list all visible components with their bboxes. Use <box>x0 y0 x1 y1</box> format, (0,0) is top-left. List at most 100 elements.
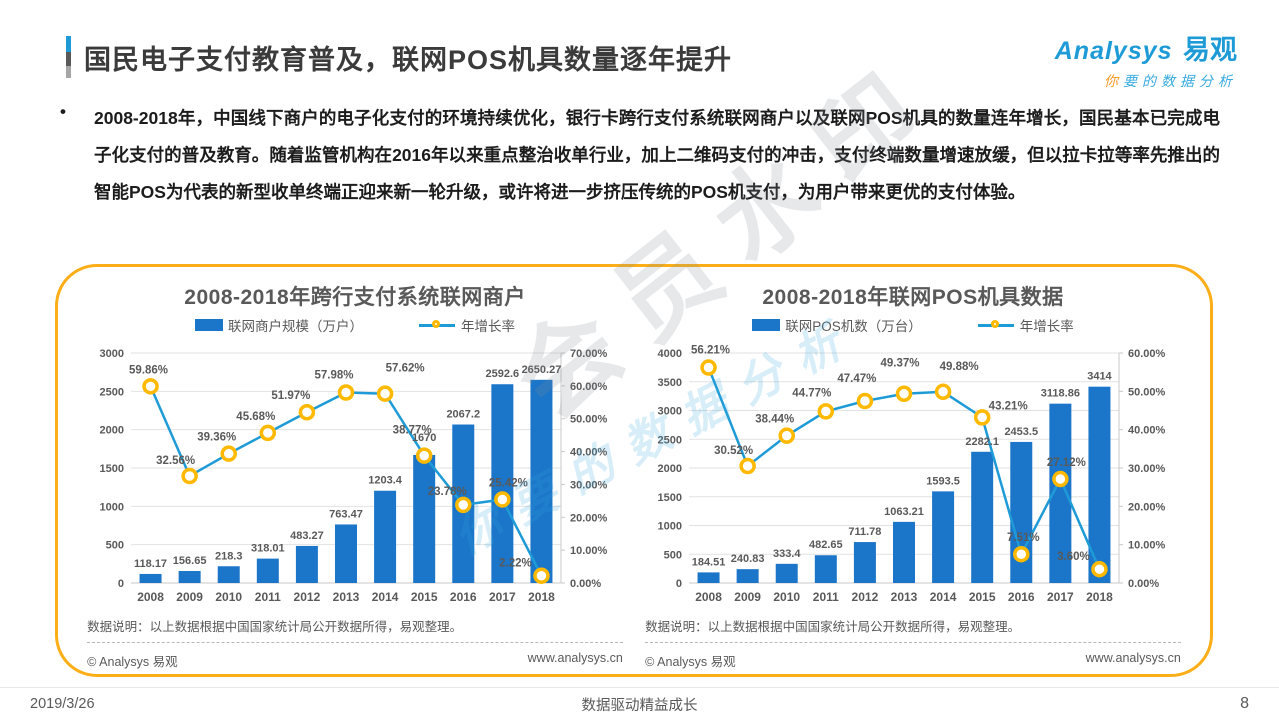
copyright-row-pos: © Analysys 易观 www.analysys.cn <box>645 642 1181 670</box>
line-swatch-icon <box>419 319 455 328</box>
footer-slogan: 数据驱动精益成长 <box>581 697 698 714</box>
svg-text:70.00%: 70.00% <box>570 348 608 360</box>
legend-line-label: 年增长率 <box>461 319 515 334</box>
right-axis: 0.00% 10.00% 20.00% 30.00% 40.00% 50.00% 60.00… <box>1118 348 1166 590</box>
svg-text:2018: 2018 <box>1086 590 1113 604</box>
svg-text:50.00%: 50.00% <box>570 414 608 426</box>
svg-text:2016: 2016 <box>1008 590 1035 604</box>
svg-text:57.62%: 57.62% <box>386 363 425 375</box>
svg-text:482.65: 482.65 <box>809 539 843 551</box>
panel-merchants: 2008-2018年跨行支付系统联网商户 联网商户规模（万户） 年增长率 0 50… <box>76 281 634 670</box>
website-link[interactable]: www.analysys.cn <box>527 651 623 665</box>
brand-tagline-first: 你 <box>1104 73 1123 89</box>
svg-text:57.98%: 57.98% <box>314 369 353 381</box>
svg-text:2011: 2011 <box>813 590 839 604</box>
header: 国民电子支付教育普及，联网POS机具数量逐年提升 Analysys 易观 你要的… <box>0 0 1279 92</box>
chart-title-merchants: 2008-2018年跨行支付系统联网商户 <box>184 286 526 309</box>
svg-text:1203.4: 1203.4 <box>368 475 403 487</box>
svg-text:38.77%: 38.77% <box>393 425 432 437</box>
svg-text:156.65: 156.65 <box>173 555 207 567</box>
svg-text:184.51: 184.51 <box>692 556 726 568</box>
summary-bullet: • 2008-2018年，中国线下商户的电子化支付的环境持续优化，银行卡跨行支付… <box>60 100 1220 211</box>
svg-text:2.22%: 2.22% <box>499 558 532 570</box>
svg-text:2016: 2016 <box>450 590 477 604</box>
bar-labels: 118.17 156.65 218.3 318.01 483.27 763.47 1203.… <box>134 364 561 570</box>
line-swatch-icon <box>977 319 1014 328</box>
svg-text:1500: 1500 <box>658 492 682 504</box>
percent-labels: 59.86% 32.56%39.36%45.68% 51.97% 57.98% 57.6… <box>129 363 532 570</box>
svg-text:60.00%: 60.00% <box>1128 348 1166 360</box>
svg-text:2000: 2000 <box>658 463 682 475</box>
copyright-row-merchants: © Analysys 易观 www.analysys.cn <box>87 642 623 670</box>
page-number: 8 <box>1240 695 1249 712</box>
legend-pos: 联网POS机数（万台） 年增长率 <box>752 315 1074 335</box>
svg-text:0: 0 <box>676 578 682 590</box>
svg-text:2013: 2013 <box>333 590 360 604</box>
svg-text:2009: 2009 <box>176 590 203 604</box>
legend-item-line: 年增长率 <box>419 315 515 335</box>
footer-date: 2019/3/26 <box>30 696 95 712</box>
svg-text:1000: 1000 <box>658 521 682 533</box>
svg-text:60.00%: 60.00% <box>570 381 608 393</box>
svg-text:1000: 1000 <box>100 501 124 513</box>
svg-text:0.00%: 0.00% <box>570 578 601 590</box>
bullet-marker: • <box>60 102 66 121</box>
line-markers <box>142 378 550 584</box>
svg-text:23.78%: 23.78% <box>428 486 467 498</box>
svg-text:3000: 3000 <box>100 348 124 360</box>
svg-text:39.36%: 39.36% <box>197 432 236 444</box>
svg-text:2010: 2010 <box>215 590 242 604</box>
svg-text:40.00%: 40.00% <box>570 447 608 459</box>
bar-swatch-icon <box>195 319 223 331</box>
chart-svg: 0 500 1000 1500 2000 2500 3000 3500 4000 0.00% 10.… <box>658 345 1166 604</box>
svg-text:318.01: 318.01 <box>251 543 285 555</box>
svg-text:2592.6: 2592.6 <box>486 368 520 380</box>
legend-line-label: 年增长率 <box>1019 319 1074 334</box>
svg-text:25.42%: 25.42% <box>489 477 528 489</box>
svg-text:763.47: 763.47 <box>329 508 363 520</box>
svg-text:32.56%: 32.56% <box>156 455 195 467</box>
marker-ring-icon <box>990 319 999 328</box>
accent-segment-dark <box>66 52 71 66</box>
bar-swatch-icon <box>752 319 781 331</box>
title-accent-bar <box>66 36 71 78</box>
svg-text:2017: 2017 <box>1047 590 1074 604</box>
bar-series <box>139 379 553 583</box>
svg-text:2014: 2014 <box>372 590 399 604</box>
x-axis-labels: 2008 2009 2010 2011 2012 2013 2014 2015 2016 2017… <box>137 590 555 604</box>
gridlines: 0 500 1000 1500 2000 2500 3000 3500 4000 <box>658 348 1119 590</box>
brand-tagline-rest: 要的数据分析 <box>1123 73 1237 89</box>
svg-text:20.00%: 20.00% <box>570 512 608 524</box>
svg-text:500: 500 <box>664 549 682 561</box>
copyright-text: © Analysys 易观 <box>87 655 178 669</box>
svg-text:3.60%: 3.60% <box>1057 551 1090 563</box>
svg-text:2013: 2013 <box>891 590 918 604</box>
brand-latin: Analysys <box>1054 37 1173 65</box>
svg-text:218.3: 218.3 <box>215 550 243 562</box>
svg-text:10.00%: 10.00% <box>1128 540 1166 552</box>
chart-title-pos: 2008-2018年联网POS机具数据 <box>762 286 1064 309</box>
svg-text:2014: 2014 <box>930 590 957 604</box>
brand-cn: 易观 <box>1183 35 1237 65</box>
accent-segment-light <box>66 66 71 78</box>
svg-text:20.00%: 20.00% <box>1128 501 1166 513</box>
marker-ring-icon <box>432 319 440 328</box>
svg-text:2015: 2015 <box>411 590 438 604</box>
svg-text:30.00%: 30.00% <box>570 479 608 491</box>
page-title: 国民电子支付教育普及，联网POS机具数量逐年提升 <box>84 45 733 75</box>
legend-item-line: 年增长率 <box>977 315 1074 335</box>
svg-text:47.47%: 47.47% <box>837 373 876 385</box>
svg-text:50.00%: 50.00% <box>1128 386 1166 398</box>
website-link[interactable]: www.analysys.cn <box>1085 651 1181 665</box>
svg-text:2650.27: 2650.27 <box>522 364 562 376</box>
svg-text:38.44%: 38.44% <box>755 414 794 426</box>
svg-text:2500: 2500 <box>658 434 682 446</box>
svg-text:500: 500 <box>106 540 124 552</box>
legend-item-bar: 联网商户规模（万户） <box>195 315 363 335</box>
svg-text:44.77%: 44.77% <box>792 387 831 399</box>
svg-text:3000: 3000 <box>658 406 682 418</box>
svg-text:30.00%: 30.00% <box>1128 463 1166 475</box>
svg-text:51.97%: 51.97% <box>271 390 310 402</box>
page-footer: 2019/3/26 数据驱动精益成长 8 <box>0 687 1279 720</box>
svg-text:2015: 2015 <box>969 590 996 604</box>
